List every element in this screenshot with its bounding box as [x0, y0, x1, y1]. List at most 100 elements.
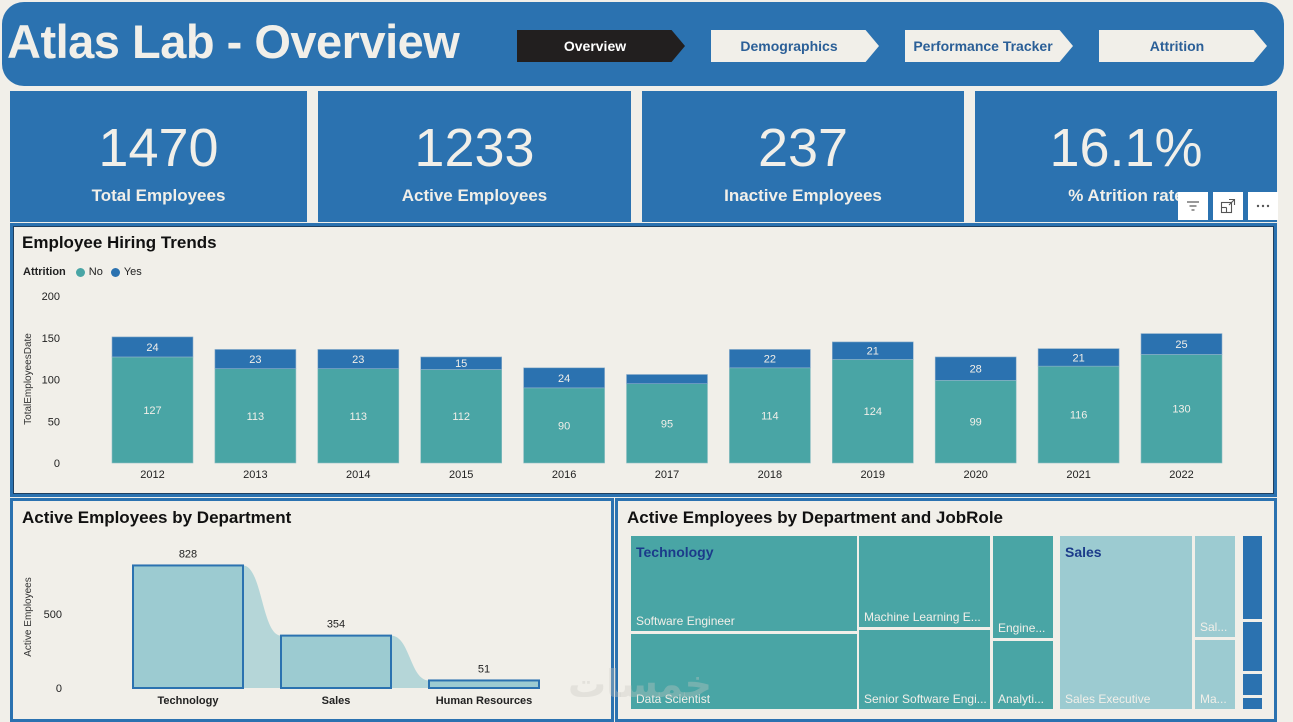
department-bar[interactable]	[428, 679, 540, 689]
data-label-no: 113	[350, 411, 368, 423]
data-label-yes: 25	[1175, 339, 1187, 351]
bar-segment-no[interactable]	[729, 367, 811, 464]
bar-segment-yes[interactable]	[934, 356, 1017, 381]
data-label-yes: 28	[970, 364, 982, 376]
x-tick-label: 2014	[346, 469, 370, 481]
x-tick-label: 2018	[758, 469, 782, 481]
y-tick-label: 0	[54, 458, 60, 470]
x-tick-label: 2016	[552, 469, 576, 481]
data-label-no: 130	[1172, 404, 1190, 416]
bar-segment-yes[interactable]	[626, 374, 708, 384]
more-options-icon[interactable]	[1248, 192, 1278, 220]
page-title: Atlas Lab - Overview	[7, 15, 460, 68]
focus-mode-icon[interactable]	[1213, 192, 1243, 220]
kpi-card-total-employees: 1470 Total Employees	[10, 91, 307, 222]
active-employees-by-department-panel: Active Employees by Department 828 354 51 …	[10, 498, 614, 722]
x-tick-label: 2013	[243, 469, 267, 481]
treemap-cell-label: Software Engineer	[636, 614, 735, 628]
nav-label: Demographics	[740, 38, 838, 54]
treemap-cell-sales[interactable]: Sal...	[1195, 536, 1235, 637]
x-tick-label: 2022	[1169, 469, 1193, 481]
nav-button-attrition[interactable]: Attrition	[1099, 30, 1267, 62]
data-label-yes: 23	[352, 354, 364, 366]
treemap-cell-label: Data Scientist	[636, 692, 711, 706]
data-label-no: 99	[970, 417, 982, 429]
bar-segment-no[interactable]	[420, 369, 503, 464]
nav-button-demographics[interactable]: Demographics	[711, 30, 879, 62]
chart-title: Active Employees by Department	[22, 508, 292, 527]
ribbon-connector	[243, 565, 281, 688]
kpi-value: 237	[757, 118, 849, 178]
bar-segment-no[interactable]	[626, 383, 708, 464]
x-tick-label: 2017	[655, 469, 679, 481]
x-tick-label: 2021	[1066, 469, 1090, 481]
kpi-label: Inactive Employees	[724, 186, 882, 205]
treemap-cell-label: Sales Executive	[1065, 692, 1151, 706]
department-bar[interactable]	[132, 564, 244, 689]
data-label-yes: 24	[558, 373, 570, 385]
department-chart: 828 354 51 0 500 Technology Sales Human Resour…	[23, 548, 540, 707]
bar-segment-no[interactable]	[1037, 365, 1120, 464]
treemap-group-label: Technology	[636, 544, 714, 560]
chart-title: Employee Hiring Trends	[22, 233, 217, 252]
treemap-cell-technology[interactable]: Senior Software Engi...	[859, 630, 990, 709]
treemap-cell-sales[interactable]: Sales Sales Executive	[1060, 536, 1192, 709]
kpi-card-inactive-employees: 237 Inactive Employees	[642, 91, 964, 222]
bar-segment-no[interactable]	[523, 387, 605, 464]
treemap-cell-technology[interactable]: Data Scientist	[631, 634, 857, 709]
nav-label: Overview	[563, 38, 627, 54]
treemap-cell-label: Engine...	[998, 621, 1046, 635]
header-banner: Atlas Lab - Overview Overview Demographi…	[2, 2, 1284, 86]
data-label-yes: 21	[1072, 352, 1084, 364]
legend-marker-yes	[110, 267, 120, 277]
data-label-no: 112	[452, 411, 470, 423]
treemap-cell-human-resources[interactable]	[1243, 674, 1262, 695]
bar-segment-no[interactable]	[1140, 354, 1223, 464]
employee-hiring-trends-panel: Employee Hiring Trends Attrition No Yes …	[10, 223, 1277, 497]
treemap-cell-human-resources[interactable]	[1243, 536, 1262, 619]
department-bar[interactable]	[280, 634, 392, 689]
y-axis-label: TotalEmployeesDate	[23, 333, 34, 425]
bar-segment-yes[interactable]	[111, 336, 194, 358]
treemap-cell-technology[interactable]: Machine Learning E...	[859, 536, 990, 627]
bar-segment-yes[interactable]	[420, 356, 503, 370]
legend-label-no[interactable]: No	[88, 266, 103, 278]
kpi-value: 1470	[98, 118, 219, 178]
x-tick-label: 2012	[140, 469, 164, 481]
treemap-cell-technology[interactable]: Analyti...	[993, 641, 1053, 709]
y-tick-label: 200	[42, 291, 60, 303]
bar-segment-yes[interactable]	[1140, 333, 1223, 355]
kpi-value: 1233	[414, 118, 535, 178]
treemap-cell-technology[interactable]: Engine...	[993, 536, 1053, 638]
y-tick-label: 100	[42, 375, 60, 387]
nav-button-overview[interactable]: Overview	[517, 30, 685, 62]
kpi-card-active-employees: 1233 Active Employees	[318, 91, 631, 222]
bar-segment-yes[interactable]	[729, 349, 811, 369]
y-tick-label: 150	[42, 333, 60, 345]
nav-label: Performance Tracker	[913, 38, 1053, 54]
data-label-yes: 21	[867, 346, 879, 358]
filter-icon[interactable]	[1178, 192, 1208, 220]
nav-button-performance-tracker[interactable]: Performance Tracker	[905, 30, 1073, 62]
bar-segment-yes[interactable]	[317, 349, 400, 369]
treemap-cell-human-resources[interactable]	[1243, 698, 1262, 709]
x-tick-label: 2019	[861, 469, 885, 481]
kpi-label: % Atrition rate	[1068, 186, 1184, 205]
bar-segment-no[interactable]	[214, 368, 297, 464]
data-label-no: 124	[864, 406, 882, 418]
kpi-label: Active Employees	[401, 186, 548, 205]
bar-segment-no[interactable]	[934, 380, 1017, 464]
treemap-cell-technology[interactable]: Technology Software Engineer	[631, 536, 857, 631]
treemap-cell-human-resources[interactable]	[1243, 622, 1262, 671]
legend-label-yes[interactable]: Yes	[123, 266, 142, 278]
treemap-cell-label: Analyti...	[998, 692, 1045, 706]
bar-segment-no[interactable]	[317, 368, 400, 464]
treemap-cell-sales[interactable]: Ma...	[1195, 640, 1235, 709]
bar-segment-yes[interactable]	[214, 349, 297, 369]
bar-segment-yes[interactable]	[1037, 348, 1120, 367]
data-label-yes: 23	[249, 354, 261, 366]
bar-segment-yes[interactable]	[831, 341, 914, 360]
bar-segment-yes[interactable]	[523, 367, 605, 389]
treemap-chart: Technology Software Engineer Data Scientis…	[618, 501, 1274, 719]
nav-label: Attrition	[1149, 38, 1205, 54]
